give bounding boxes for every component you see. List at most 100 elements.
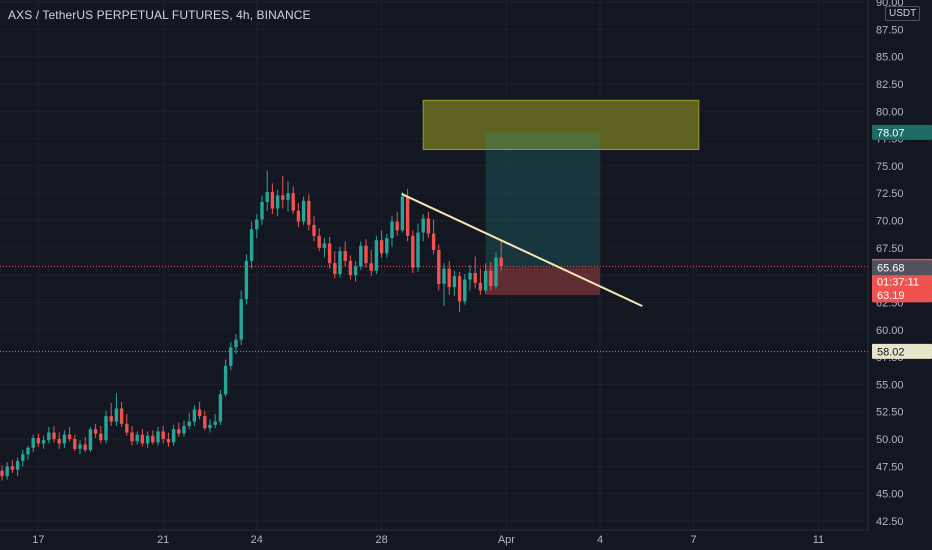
candle-up[interactable] xyxy=(286,181,290,212)
candle-up[interactable] xyxy=(463,274,467,305)
candle-down[interactable] xyxy=(307,194,311,231)
candle-up[interactable] xyxy=(88,427,93,453)
candle-down[interactable] xyxy=(437,244,441,291)
candle-up[interactable] xyxy=(275,189,280,217)
candle-down[interactable] xyxy=(161,425,165,444)
candle-down[interactable] xyxy=(312,216,316,242)
candle-down[interactable] xyxy=(52,425,56,443)
candle-down[interactable] xyxy=(411,230,415,273)
candle-down[interactable] xyxy=(109,402,113,426)
candle-up[interactable] xyxy=(322,238,327,258)
candle-down[interactable] xyxy=(10,459,15,473)
candle-down[interactable] xyxy=(93,423,98,438)
candle-down[interactable] xyxy=(296,203,301,228)
candle-down[interactable] xyxy=(203,410,207,431)
currency-badge[interactable]: USDT xyxy=(885,6,921,21)
candle-up[interactable] xyxy=(218,389,223,425)
candle-up[interactable] xyxy=(187,412,191,430)
candle-up[interactable] xyxy=(114,393,119,426)
candle-up[interactable] xyxy=(213,413,217,429)
candle-up[interactable] xyxy=(26,445,30,460)
candle-down[interactable] xyxy=(130,425,134,446)
candle-up[interactable] xyxy=(416,223,420,272)
candle-down[interactable] xyxy=(73,434,77,452)
price-label-entry[interactable]: 65.68 xyxy=(872,260,932,276)
candle-up[interactable] xyxy=(15,457,20,477)
price-label-countdown[interactable]: 01:37:11 xyxy=(872,274,932,290)
candle-down[interactable] xyxy=(99,425,103,444)
candle-down[interactable] xyxy=(395,211,399,236)
candle-up[interactable] xyxy=(301,196,306,225)
candle-down[interactable] xyxy=(364,239,368,268)
candle-down[interactable] xyxy=(67,427,72,442)
candle-down[interactable] xyxy=(333,251,337,279)
candle-down[interactable] xyxy=(473,256,477,289)
zone-resistance[interactable] xyxy=(422,99,700,151)
candle-up[interactable] xyxy=(5,461,9,480)
candle-down[interactable] xyxy=(426,211,431,239)
candle-down[interactable] xyxy=(291,186,295,214)
candle-down[interactable] xyxy=(140,429,145,447)
price-label-target[interactable]: 78.07 xyxy=(872,124,932,140)
candle-down[interactable] xyxy=(478,268,483,295)
candle-down[interactable] xyxy=(151,430,155,445)
candle-up[interactable] xyxy=(62,430,67,448)
candle-up[interactable] xyxy=(255,213,259,239)
candle-down[interactable] xyxy=(57,432,61,449)
candle-up[interactable] xyxy=(442,263,446,306)
candle-down[interactable] xyxy=(83,436,87,453)
candle-down[interactable] xyxy=(343,241,347,267)
candle-up[interactable] xyxy=(21,449,25,467)
candle-up[interactable] xyxy=(494,252,498,289)
candle-up[interactable] xyxy=(171,424,176,446)
candle-up[interactable] xyxy=(452,270,457,296)
candle-up[interactable] xyxy=(208,419,212,433)
candle-up[interactable] xyxy=(468,265,472,291)
candle-down[interactable] xyxy=(431,219,436,255)
candle-up[interactable] xyxy=(374,235,379,275)
candle-up[interactable] xyxy=(229,341,233,371)
candle-up[interactable] xyxy=(234,334,238,354)
zone-loss[interactable] xyxy=(485,267,600,295)
candle-down[interactable] xyxy=(166,432,171,447)
candle-up[interactable] xyxy=(249,221,254,269)
candle-down[interactable] xyxy=(125,413,129,436)
candle-up[interactable] xyxy=(385,233,389,258)
candle-up[interactable] xyxy=(135,431,139,445)
candle-down[interactable] xyxy=(119,401,124,428)
candle-down[interactable] xyxy=(197,401,202,420)
candle-down[interactable] xyxy=(379,230,384,258)
candle-up[interactable] xyxy=(41,435,46,449)
price-label-level[interactable]: 58.02 xyxy=(872,343,932,359)
candle-up[interactable] xyxy=(239,290,243,346)
candle-up[interactable] xyxy=(192,405,197,426)
candle-up[interactable] xyxy=(353,260,358,282)
candle-down[interactable] xyxy=(317,228,321,252)
candle-up[interactable] xyxy=(78,440,82,455)
candle-down[interactable] xyxy=(447,260,451,295)
candle-down[interactable] xyxy=(36,433,41,447)
zone-profit[interactable] xyxy=(485,132,600,268)
candle-up[interactable] xyxy=(156,427,160,446)
candle-up[interactable] xyxy=(483,263,488,294)
candle-up[interactable] xyxy=(359,241,363,270)
candle-up[interactable] xyxy=(338,246,342,278)
price-label-stop[interactable]: 63.19 xyxy=(872,287,932,303)
candle-down[interactable] xyxy=(457,271,462,313)
candle-down[interactable] xyxy=(177,422,181,437)
candle-down[interactable] xyxy=(499,239,503,271)
candle-up[interactable] xyxy=(400,192,405,233)
candle-up[interactable] xyxy=(265,170,269,211)
candle-down[interactable] xyxy=(270,183,275,214)
candle-down[interactable] xyxy=(348,255,353,280)
candle-down[interactable] xyxy=(327,236,332,269)
candle-up[interactable] xyxy=(244,254,249,305)
candle-up[interactable] xyxy=(182,420,186,437)
trendline[interactable] xyxy=(401,193,643,307)
candle-up[interactable] xyxy=(104,410,108,444)
candle-down[interactable] xyxy=(369,250,373,277)
candle-down[interactable] xyxy=(281,175,285,209)
candle-down[interactable] xyxy=(489,262,493,291)
candle-up[interactable] xyxy=(31,434,35,453)
candle-up[interactable] xyxy=(260,195,264,225)
